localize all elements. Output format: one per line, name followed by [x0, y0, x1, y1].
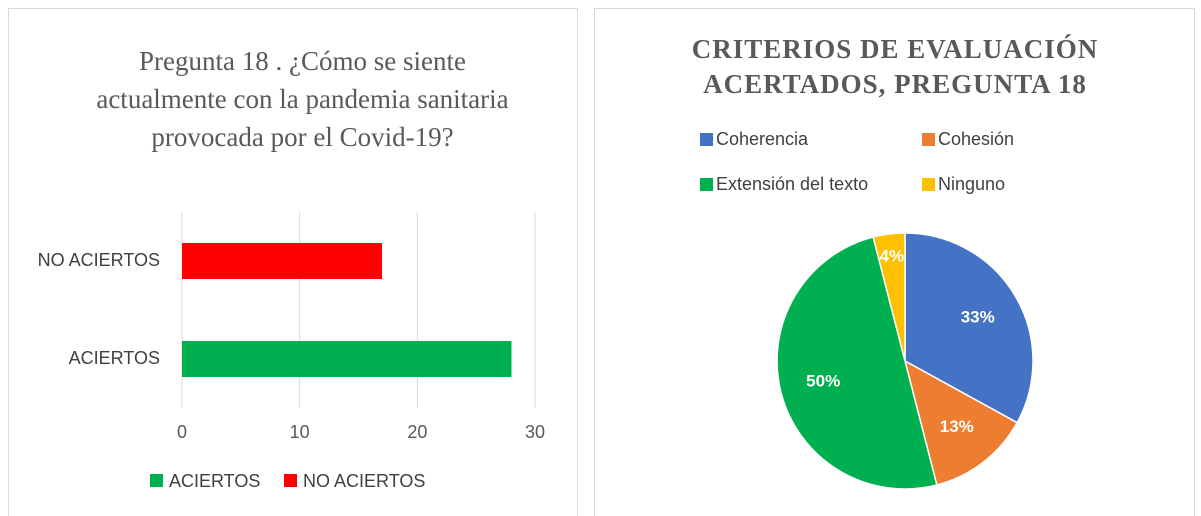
data-label: 4%: [880, 246, 905, 265]
x-tick-label: 30: [525, 422, 545, 442]
legend-label: Cohesión: [938, 129, 1014, 149]
data-label: 33%: [961, 307, 995, 326]
pie-slice: [904, 232, 1034, 424]
panel: [8, 8, 578, 516]
legend-swatch: [922, 178, 935, 191]
x-tick-label: 20: [407, 422, 427, 442]
legend-swatch: [700, 133, 713, 146]
pie-slice: [903, 359, 1019, 486]
pie-slice: [776, 236, 938, 490]
panel: [594, 8, 1195, 516]
legend-swatch: [922, 133, 935, 146]
pie-slice: [872, 232, 906, 362]
legend-label: NO ACIERTOS: [303, 471, 425, 491]
chart-title: CRITERIOS DE EVALUACIÓN ACERTADOS, PREGU…: [691, 34, 1099, 99]
legend-swatch: [284, 474, 297, 487]
legend-swatch: [700, 178, 713, 191]
data-label: 13%: [940, 417, 974, 436]
bar: [182, 341, 512, 377]
legend-label: Ninguno: [938, 174, 1005, 194]
legend-label: Coherencia: [716, 129, 809, 149]
legend-label: ACIERTOS: [169, 471, 260, 491]
y-tick-label: ACIERTOS: [69, 348, 160, 368]
legend-swatch: [150, 474, 163, 487]
data-label: 50%: [806, 371, 840, 390]
legend-label: Extensión del texto: [716, 174, 868, 194]
bar: [182, 243, 383, 279]
x-tick-label: 0: [177, 422, 187, 442]
x-tick-label: 10: [290, 422, 310, 442]
chart-title: Pregunta 18 . ¿Cómo se siente actualment…: [96, 46, 509, 152]
y-tick-label: NO ACIERTOS: [38, 250, 160, 270]
